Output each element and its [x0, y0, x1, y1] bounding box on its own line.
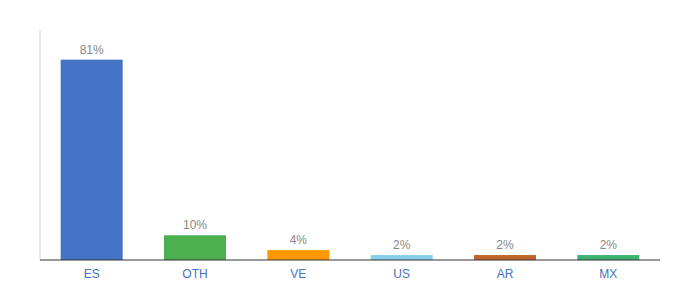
data-label: 81% — [80, 43, 104, 57]
chart-container: 81% 10% 4% 2% 2% 2% ES OTH VE US AR MX — [0, 0, 680, 300]
x-tick-label: OTH — [182, 267, 207, 281]
x-axis-line — [40, 260, 660, 261]
data-label: 2% — [393, 238, 411, 252]
bar — [577, 255, 639, 260]
x-tick-label: MX — [599, 267, 617, 281]
x-tick-label: US — [393, 267, 410, 281]
bars — [61, 60, 640, 260]
x-tick-label: ES — [84, 267, 100, 281]
bar — [61, 60, 123, 260]
data-label: 10% — [183, 218, 207, 232]
x-tick-label: VE — [290, 267, 306, 281]
bar — [267, 250, 329, 260]
x-tick-label: AR — [497, 267, 514, 281]
bar — [164, 235, 226, 260]
data-label: 2% — [496, 238, 514, 252]
bar — [474, 255, 536, 260]
y-axis-line — [40, 30, 41, 260]
data-label: 4% — [290, 233, 308, 247]
chart: 81% 10% 4% 2% 2% 2% ES OTH VE US AR MX — [0, 0, 680, 300]
data-label: 2% — [600, 238, 618, 252]
bar — [371, 255, 433, 260]
